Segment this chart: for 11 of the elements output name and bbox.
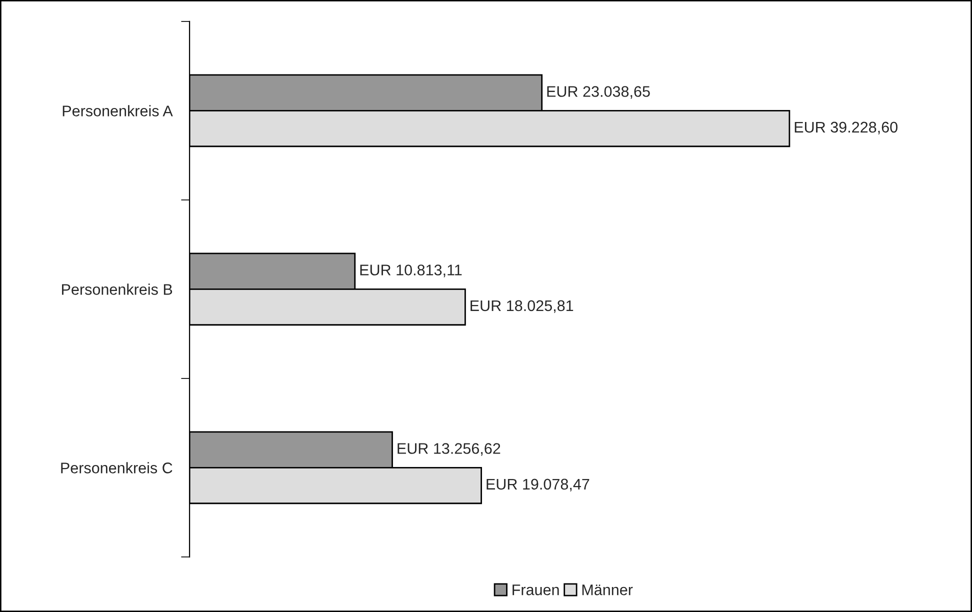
data-label: EUR 39.228,60 bbox=[794, 122, 898, 134]
legend-label: Frauen bbox=[512, 584, 559, 596]
data-label: EUR 23.038,65 bbox=[547, 86, 650, 99]
data-label: EUR 10.813,11 bbox=[360, 264, 462, 278]
data-label: EUR 19.078,47 bbox=[486, 478, 590, 492]
legend-label: Männer bbox=[582, 584, 633, 596]
y-tick-label: Personenkreis A bbox=[62, 105, 173, 116]
y-tick-label: Personenkreis B bbox=[62, 284, 172, 295]
data-label: EUR 18.025,81 bbox=[470, 300, 574, 313]
data-label: EUR 13.256,62 bbox=[398, 443, 500, 456]
y-tick-label: Personenkreis C bbox=[61, 462, 172, 474]
